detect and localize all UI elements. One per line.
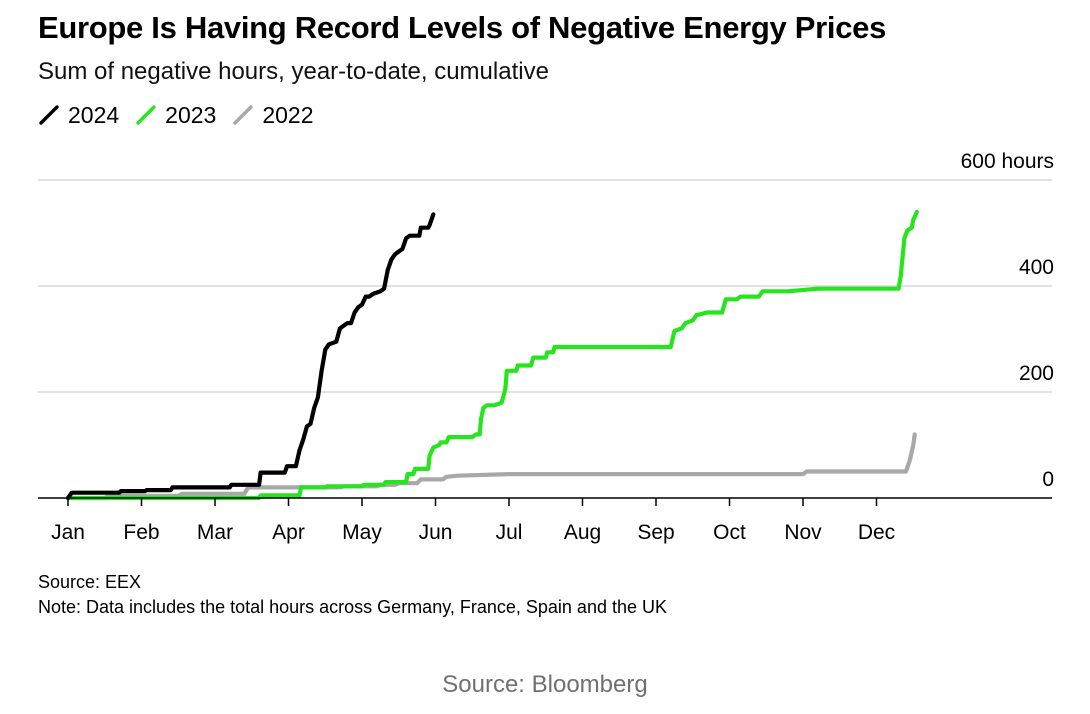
- x-tick-label-Jun: Jun: [419, 521, 453, 544]
- x-tick-label-Dec: Dec: [858, 521, 895, 544]
- x-tick-label-May: May: [342, 521, 382, 544]
- legend-label-2023: 2023: [165, 101, 217, 128]
- chart-subtitle: Sum of negative hours, year-to-date, cum…: [38, 58, 549, 85]
- data-note: Note: Data includes the total hours acro…: [38, 597, 667, 617]
- x-tick-label-Sep: Sep: [637, 521, 674, 544]
- x-axis-ticks: Jan Feb Mar Apr May Jun Jul Aug Sep Oct Nov Dec: [51, 498, 895, 544]
- y-axis-tick-labels: 0 200 400 600 hours: [961, 150, 1054, 491]
- y-tick-label-400: 400: [1019, 256, 1054, 279]
- legend-item-2023: 2023: [135, 102, 216, 129]
- y-tick-label-0: 0: [1042, 468, 1054, 491]
- x-tick-label-Aug: Aug: [564, 521, 601, 544]
- series-lines: [65, 209, 919, 501]
- legend-swatch-2024: [39, 105, 59, 125]
- x-tick-label-Jan: Jan: [51, 521, 85, 544]
- x-tick-label-Apr: Apr: [272, 521, 305, 544]
- x-tick-label-Jul: Jul: [496, 521, 523, 544]
- line-chart: 0 200 400 600 hours Jan Feb Mar Apr May Jun Jul Au…: [38, 150, 1054, 544]
- x-tick-label-Oct: Oct: [713, 521, 746, 544]
- legend-item-2022: 2022: [232, 101, 314, 129]
- legend-item-2024: 2024: [38, 102, 119, 129]
- x-tick-label-Mar: Mar: [197, 521, 233, 544]
- series-line-2024: [65, 212, 436, 501]
- legend-label-2024: 2024: [68, 101, 120, 128]
- gridlines: [38, 179, 1052, 393]
- legend-swatch-2022: [233, 105, 254, 125]
- series-line-2022: [65, 432, 917, 501]
- footnotes: Source: EEX Note: Data includes the tota…: [38, 570, 667, 620]
- legend-label-2022: 2022: [262, 101, 314, 128]
- x-tick-label-Nov: Nov: [784, 521, 822, 544]
- series-line-2023: [65, 209, 919, 501]
- x-tick-label-Feb: Feb: [123, 521, 159, 544]
- legend: 2024 2023 2022: [38, 100, 314, 130]
- y-tick-label-200: 200: [1019, 362, 1054, 385]
- y-tick-label-600: 600 hours: [961, 150, 1054, 173]
- legend-swatch-2023: [136, 105, 156, 125]
- source-note: Source: EEX: [38, 572, 142, 592]
- chart-title: Europe Is Having Record Levels of Negati…: [38, 10, 887, 45]
- image-credit: Source: Bloomberg: [442, 671, 648, 698]
